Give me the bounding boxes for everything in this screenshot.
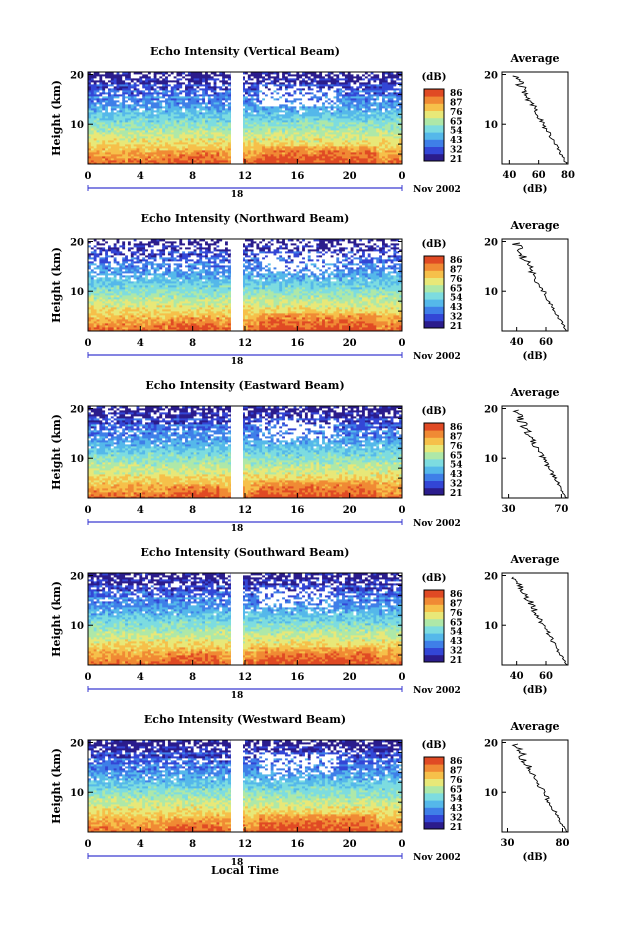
panel-0: Echo Intensity (Vertical Beam)1020Height… (50, 45, 575, 200)
heatmap-cells (88, 72, 402, 164)
panel-title: Echo Intensity (Vertical Beam) (150, 45, 340, 58)
